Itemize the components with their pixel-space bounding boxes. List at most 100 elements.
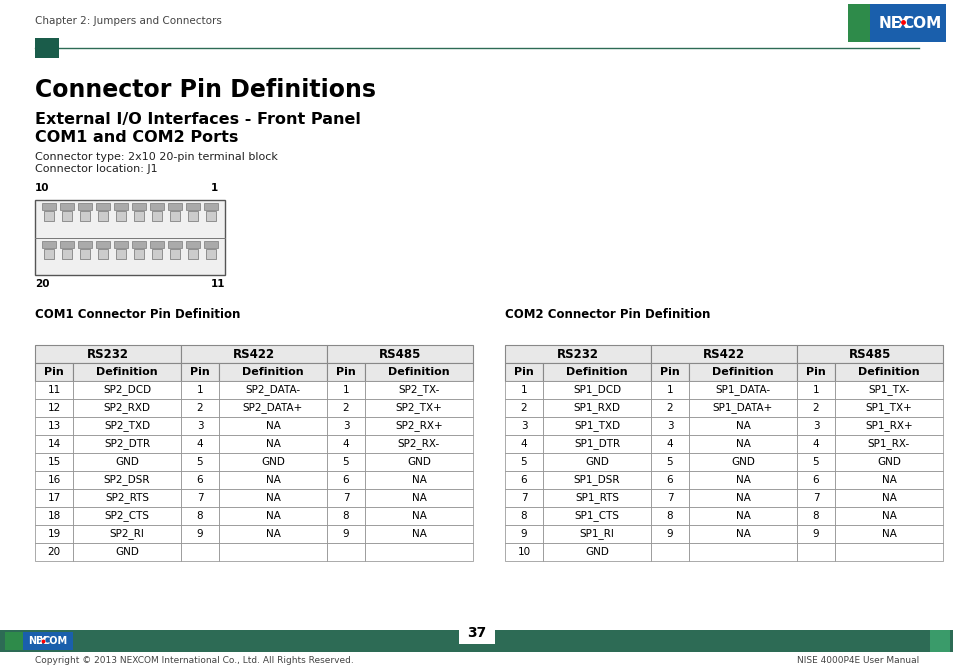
Text: NISE 4000P4E User Manual: NISE 4000P4E User Manual [796,656,918,665]
Text: NA: NA [265,529,280,539]
Text: 8: 8 [666,511,673,521]
Bar [542,435,650,453]
Bar [688,417,796,435]
Bar [35,453,73,471]
Text: 4: 4 [196,439,203,449]
Bar [219,381,327,399]
Text: 1: 1 [211,183,218,193]
Bar [834,507,942,525]
Text: NA: NA [735,439,750,449]
Text: 9: 9 [666,529,673,539]
Bar [542,543,650,561]
Bar [168,241,182,247]
Bar [35,381,73,399]
Bar [796,471,834,489]
Text: GND: GND [115,547,139,557]
Text: 2: 2 [342,403,349,413]
Text: Connector type: 2x10 20-pin terminal block: Connector type: 2x10 20-pin terminal blo… [35,152,277,162]
Text: RS485: RS485 [848,347,890,360]
Bar [96,203,110,210]
Bar [73,453,181,471]
Bar [80,249,90,259]
Text: 4: 4 [666,439,673,449]
Text: SP1_RI: SP1_RI [579,529,614,540]
Bar [365,381,473,399]
Bar [181,417,219,435]
Bar [181,363,219,381]
Bar [458,622,495,644]
Text: Pin: Pin [659,367,679,377]
Text: SP1_DTR: SP1_DTR [574,439,619,450]
Text: SP2_DTR: SP2_DTR [104,439,150,450]
Bar [62,211,71,221]
Text: 1: 1 [666,385,673,395]
Bar [35,363,73,381]
Text: 3: 3 [342,421,349,431]
Bar [181,381,219,399]
Bar [796,399,834,417]
Bar [44,249,54,259]
Bar [35,507,73,525]
Text: 1: 1 [812,385,819,395]
Text: 8: 8 [520,511,527,521]
Text: NA: NA [411,511,426,521]
Bar [219,489,327,507]
Text: 3: 3 [196,421,203,431]
Bar [150,241,164,247]
Bar [204,241,218,247]
Bar [78,241,91,247]
Bar [219,435,327,453]
Bar [504,453,542,471]
Bar [542,381,650,399]
Bar [219,363,327,381]
Text: 9: 9 [342,529,349,539]
Bar [35,200,225,275]
Bar [542,363,650,381]
Bar [847,4,869,42]
Bar [181,471,219,489]
Text: RS422: RS422 [702,347,744,360]
Bar [847,4,945,42]
Text: SP1_CTS: SP1_CTS [574,511,618,521]
Text: X: X [39,636,47,646]
Text: COM2 Connector Pin Definition: COM2 Connector Pin Definition [504,308,710,321]
Text: Definition: Definition [712,367,773,377]
Bar [219,525,327,543]
Text: SP1_TXD: SP1_TXD [574,421,619,431]
Text: SP2_TX-: SP2_TX- [398,384,439,395]
Text: GND: GND [584,547,608,557]
Bar [688,435,796,453]
Bar [650,471,688,489]
Text: NA: NA [735,421,750,431]
Bar [796,381,834,399]
Bar [181,453,219,471]
Bar [834,399,942,417]
Bar [73,525,181,543]
Bar [44,211,54,221]
Bar [73,471,181,489]
Bar [168,203,182,210]
Text: SP2_DCD: SP2_DCD [103,384,151,395]
Text: 7: 7 [342,493,349,503]
Text: NA: NA [265,421,280,431]
Text: Pin: Pin [44,367,64,377]
Bar [504,345,650,363]
Bar [219,399,327,417]
Text: 19: 19 [48,529,61,539]
Bar [650,345,796,363]
Bar [42,241,56,247]
Bar [796,435,834,453]
Bar [327,453,365,471]
Text: SP2_CTS: SP2_CTS [105,511,150,521]
Bar [152,211,162,221]
Bar [219,507,327,525]
Bar [116,249,126,259]
Bar [73,417,181,435]
Text: SP1_RTS: SP1_RTS [575,493,618,503]
Text: SP2_RTS: SP2_RTS [105,493,149,503]
Bar [219,543,327,561]
Text: SP2_DATA+: SP2_DATA+ [243,403,303,413]
Text: GND: GND [261,457,285,467]
Text: 4: 4 [812,439,819,449]
Bar [170,211,180,221]
